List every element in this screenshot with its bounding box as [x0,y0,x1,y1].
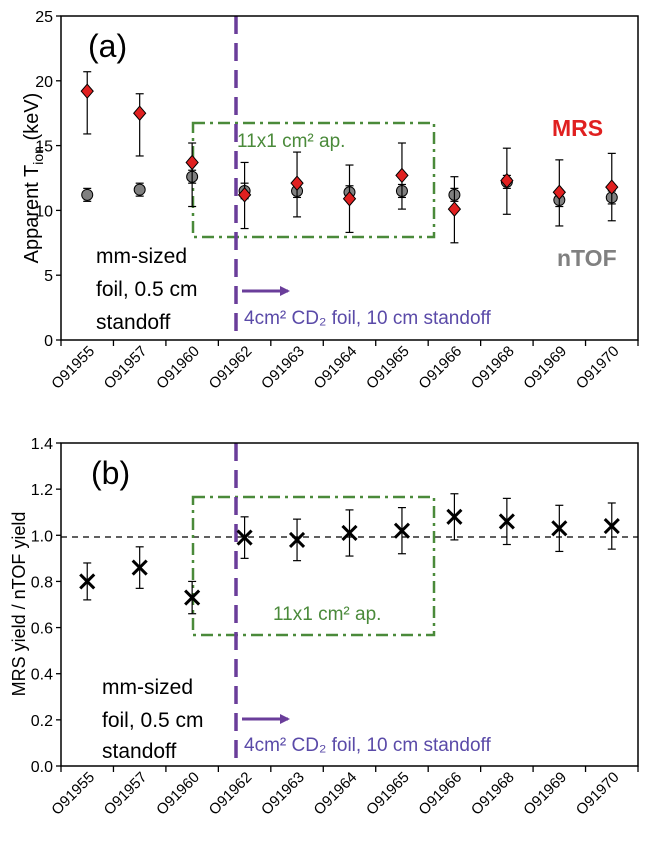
data-point-mrs [290,175,304,191]
aperture-box [191,495,436,637]
panel-a-y-axis-label: Apparent Tion (keV) [21,93,46,264]
panel-b-y-ticks: 0.0 0.2 0.4 0.6 0.8 1.0 1.2 1.4 [31,436,61,776]
data-point-mrs [342,190,357,207]
data-point-ratio [446,508,463,525]
y-tick-label: 1.4 [31,436,53,453]
y-tick-label: 0.6 [31,621,53,638]
panel-b-marks [79,493,620,615]
x-tick-label: O91965 [363,769,413,819]
data-point-ntof [133,183,146,196]
data-point-ratio [551,520,568,537]
x-tick-label: O91963 [258,343,308,393]
y-tick-label: 1.0 [31,528,53,545]
x-tick-label: O91960 [153,343,203,393]
data-point-ratio [288,531,306,548]
y-tick-label: 10 [35,203,53,220]
panel-a-marks [80,71,619,244]
aperture-label: 11x1 cm² ap. [273,604,381,625]
data-point-ratio [131,559,148,576]
x-tick-label: O91970 [573,769,623,819]
y-tick-label: 0.0 [31,759,53,776]
panel-a-frame [60,15,639,341]
y-label-subscript: ion [30,146,46,165]
panel-b-chart: 11x1 cm² ap. 4cm² CD₂ foil, 10 cm stando… [9,436,639,819]
left-region-label-line1: mm-sized [96,245,187,268]
data-point-mrs [80,83,94,99]
x-tick-label: O91955 [48,343,98,393]
aperture-label: 11x1 cm² ap. [237,131,345,152]
data-point-mrs [552,184,566,201]
data-point-ratio [79,573,96,590]
data-point-mrs [447,201,462,217]
data-point-mrs [185,154,199,171]
left-region-label-line2: foil, 0.5 cm [96,278,198,301]
y-tick-label: 5 [44,268,53,285]
x-tick-label: O91969 [520,343,570,393]
panel-a-chart: 11x1 cm² ap. 4cm² CD₂ foil, 10 cm stando… [21,9,639,393]
x-tick-label: O91965 [363,343,413,393]
x-tick-label: O91970 [573,343,623,393]
y-label-main: Apparent T [21,165,43,264]
panel-a-annotations: 11x1 cm² ap. 4cm² CD₂ foil, 10 cm stando… [88,16,617,340]
data-point-ratio [498,513,515,530]
y-tick-label: 20 [35,74,53,91]
x-tick-label: O91966 [415,769,465,819]
data-point-ntof [81,188,94,201]
data-point-ratio [341,524,358,542]
left-region-label-line3: standoff [96,311,171,334]
y-tick-label: 15 [35,139,53,156]
x-tick-label: O91957 [101,343,151,393]
x-tick-label: O91964 [311,343,361,393]
x-tick-label: O91963 [258,769,308,819]
data-point-ratio [393,522,411,539]
x-tick-label: O91960 [153,769,203,819]
data-point-mrs [605,179,619,195]
legend-mrs: MRS [552,115,603,141]
panel-b-label: (b) [91,455,130,491]
panel-a-y-ticks: 0 5 10 15 20 25 [35,9,61,350]
data-point-mrs [395,167,409,184]
y-tick-label: 25 [35,9,53,26]
left-region-label-line2: foil, 0.5 cm [102,709,204,732]
x-tick-label: O91968 [468,769,518,819]
left-region-label-line3: standoff [102,740,177,763]
panel-a-label: (a) [88,28,127,64]
panel-b-annotations: 11x1 cm² ap. 4cm² CD₂ foil, 10 cm stando… [61,443,638,766]
y-tick-label: 0.4 [31,667,53,684]
data-point-ratio [603,517,620,535]
x-tick-label: O91962 [206,343,256,393]
panel-b-x-ticks: O91955 O91957 O91960 O91962 O91963 O91964 O919… [48,766,639,819]
y-tick-label: 0.2 [31,713,53,730]
data-point-ratio [184,589,201,606]
panel-b-frame [60,442,639,767]
x-tick-label: O91957 [101,769,151,819]
legend-ntof: nTOF [557,245,617,271]
y-label-unit: (keV) [21,93,43,146]
x-tick-label: O91962 [206,769,256,819]
panel-b-y-axis-label: MRS yield / nTOF yield [9,512,29,697]
x-tick-label: O91955 [48,769,98,819]
y-tick-label: 0.8 [31,574,53,591]
y-tick-label: 0 [44,333,53,350]
right-region-label: 4cm² CD₂ foil, 10 cm standoff [244,735,491,756]
data-point-mrs [133,105,147,121]
x-tick-label: O91969 [520,769,570,819]
data-point-mrs [237,187,252,203]
y-tick-label: 1.2 [31,482,53,499]
right-region-label: 4cm² CD₂ foil, 10 cm standoff [244,308,491,329]
x-tick-label: O91966 [415,343,465,393]
panel-a-x-ticks: O91955 O91957 O91960 O91962 O91963 O91964 O919… [48,340,639,393]
x-tick-label: O91964 [311,769,361,819]
data-point-ratio [236,529,253,546]
data-point-mrs [500,172,514,189]
left-region-label-line1: mm-sized [102,676,193,699]
x-tick-label: O91968 [468,343,518,393]
